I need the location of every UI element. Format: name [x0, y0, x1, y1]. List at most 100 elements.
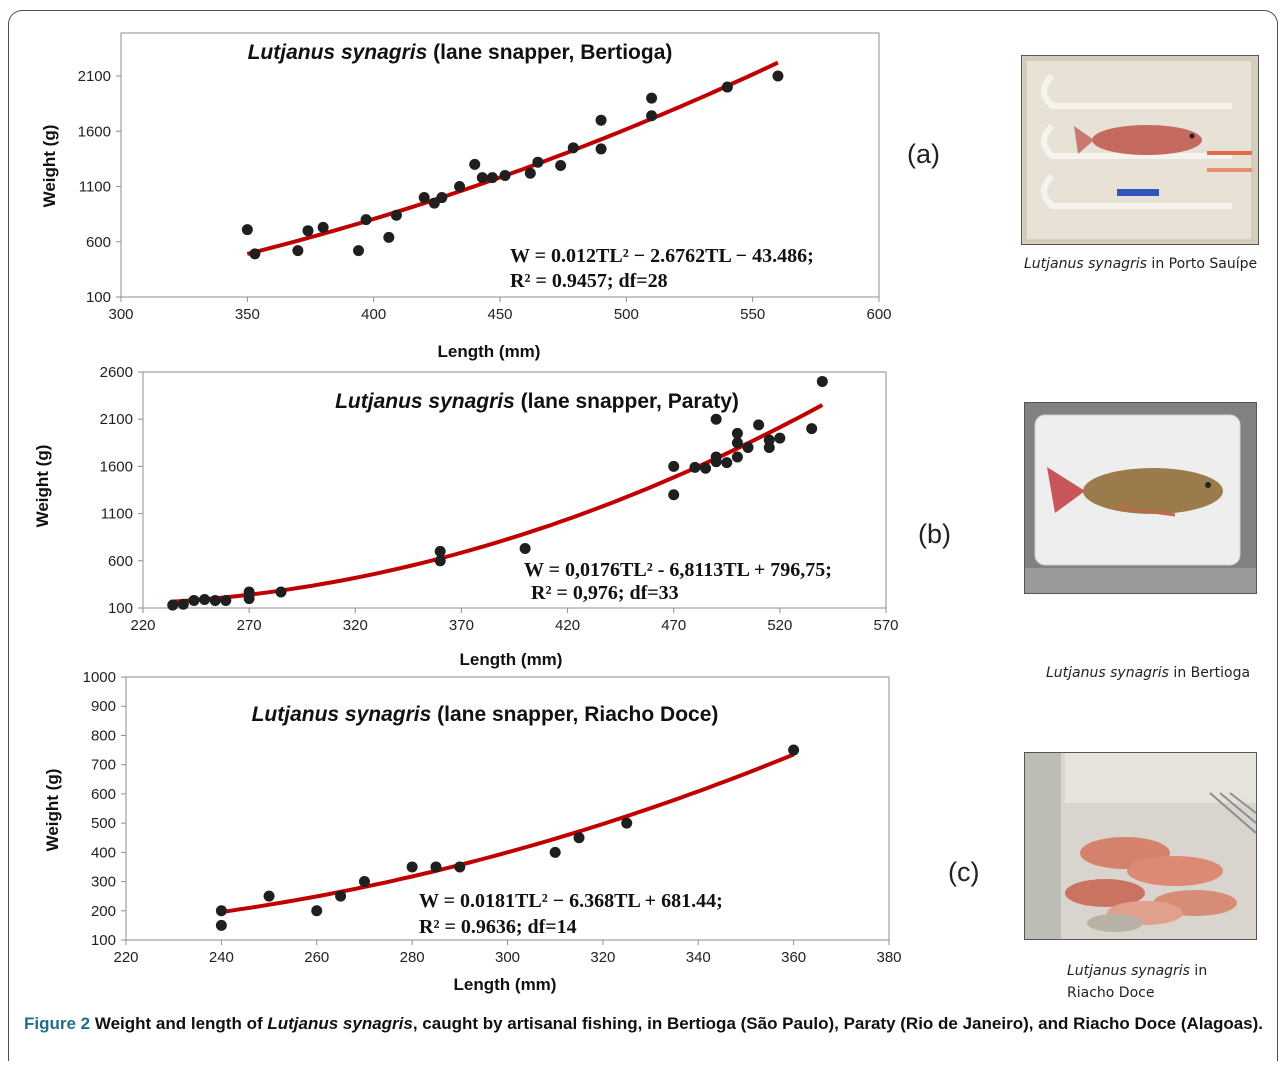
data-point	[469, 158, 481, 170]
equation-b-line2: R² = 0,976; df=33	[531, 582, 679, 604]
y-tick-label: 900	[91, 698, 116, 715]
data-point	[317, 221, 329, 233]
x-tick-label: 500	[614, 306, 639, 323]
y-tick-label: 100	[86, 289, 111, 306]
figure-caption: Figure 2 Weight and length of Lutjanus s…	[24, 1014, 1264, 1033]
data-point	[434, 545, 446, 557]
y-tick-label: 600	[91, 786, 116, 803]
equation-c-line2: R² = 0.9636; df=14	[419, 916, 577, 938]
y-tick-label: 200	[91, 903, 116, 920]
y-tick-label: 1100	[101, 506, 133, 523]
x-tick-label: 450	[487, 306, 512, 323]
data-point	[721, 457, 733, 469]
data-point	[499, 169, 511, 181]
plot-area-c	[125, 676, 890, 941]
data-point	[710, 413, 722, 425]
y-tick-label: 100	[91, 932, 116, 949]
data-point	[383, 231, 395, 243]
data-point	[731, 427, 743, 439]
data-point	[731, 437, 743, 449]
x-tick-label: 550	[740, 306, 765, 323]
fish-illustration-icon	[1025, 403, 1256, 593]
data-point	[430, 861, 442, 873]
data-point	[486, 172, 498, 184]
data-point	[532, 156, 544, 168]
data-point	[275, 586, 287, 598]
x-tick-label: 300	[108, 306, 133, 323]
ylabel-c: Weight (g)	[43, 769, 62, 852]
data-point	[555, 160, 567, 172]
data-point	[209, 594, 221, 606]
x-tick-label: 520	[767, 617, 792, 634]
data-point	[816, 375, 828, 387]
data-point	[263, 890, 275, 902]
data-point	[549, 846, 561, 858]
x-tick-label: 240	[209, 949, 234, 966]
data-point	[689, 461, 701, 473]
data-point	[249, 248, 261, 260]
x-tick-label: 300	[495, 949, 520, 966]
photo-caption-bertioga: Lutjanus synagris in Bertioga	[1046, 665, 1251, 681]
data-point	[700, 462, 712, 474]
panel-label-a: (a)	[907, 139, 940, 169]
data-point	[167, 599, 179, 611]
data-point	[418, 192, 430, 204]
x-tick-label: 340	[686, 949, 711, 966]
data-point	[772, 70, 784, 82]
points-c	[215, 744, 800, 931]
data-point	[788, 744, 800, 756]
data-point	[731, 451, 743, 463]
data-point	[454, 861, 466, 873]
x-tick-label: 260	[304, 949, 329, 966]
axes-b: 220 270 320 370 420 470 520 570 100 600 1100 1600 21…	[100, 364, 899, 634]
data-point	[406, 861, 418, 873]
y-tick-label: 500	[91, 815, 116, 832]
data-point	[567, 142, 579, 154]
x-tick-label: 320	[590, 949, 615, 966]
equation-a-line1: W = 0.012TL² − 2.6762TL − 43.486;	[510, 245, 814, 267]
data-point	[753, 419, 765, 431]
chart-b: 220 270 320 370 420 470 520 570 100 600 1100 1600 21…	[33, 364, 899, 669]
data-point	[292, 245, 304, 257]
x-tick-label: 320	[343, 617, 368, 634]
x-tick-label: 360	[781, 949, 806, 966]
fish-photo-bertioga	[1024, 402, 1257, 594]
data-point	[806, 423, 818, 435]
equation-a-line2: R² = 0.9457; df=28	[510, 270, 668, 292]
y-tick-label: 400	[91, 844, 116, 861]
data-point	[621, 817, 633, 829]
y-tick-label: 1000	[83, 669, 116, 686]
y-tick-label: 100	[108, 600, 133, 617]
x-tick-label: 470	[661, 617, 686, 634]
y-tick-label: 600	[86, 234, 111, 251]
data-point	[436, 192, 448, 204]
y-tick-label: 700	[91, 757, 116, 774]
y-tick-label: 2100	[100, 411, 133, 428]
y-tick-label: 2600	[100, 364, 133, 381]
fish-pile-illustration-icon	[1025, 753, 1256, 939]
xlabel-a: Length (mm)	[438, 342, 541, 361]
panel-label-c: (c)	[948, 857, 980, 887]
x-tick-label: 220	[113, 949, 138, 966]
figure-frame	[8, 10, 1278, 1061]
trendline-a	[246, 60, 779, 256]
xlabel-c: Length (mm)	[454, 975, 557, 994]
photo-caption-porto-sauipe: Lutjanus synagris in Porto Sauípe	[1024, 256, 1258, 272]
y-tick-label: 600	[108, 553, 133, 570]
fish-photo-porto-sauipe	[1021, 55, 1259, 245]
title-b: Lutjanus synagris (lane snapper, Paraty)	[335, 390, 739, 413]
data-point	[434, 555, 446, 567]
x-tick-label: 600	[866, 306, 891, 323]
chart-a: 300 350 400 450 500 550 600100600110016002100 …	[40, 32, 892, 361]
data-point	[646, 110, 658, 122]
data-point	[311, 905, 323, 917]
data-point	[519, 543, 531, 555]
equation-b-line1: W = 0,0176TL² - 6,8113TL + 796,75;	[524, 559, 832, 581]
x-tick-label: 280	[400, 949, 425, 966]
panel-label-b: (b)	[918, 519, 951, 549]
data-point	[742, 442, 754, 454]
x-tick-label: 400	[361, 306, 386, 323]
data-point	[428, 197, 440, 209]
data-point	[668, 460, 680, 472]
